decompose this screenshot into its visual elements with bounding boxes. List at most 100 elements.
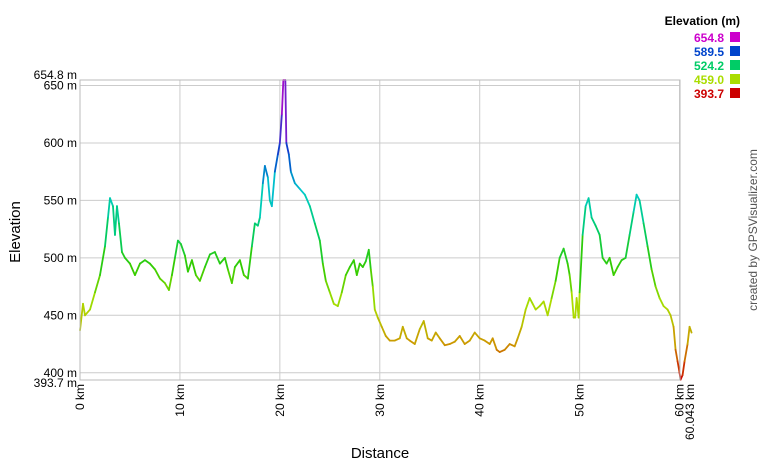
elevation-segment xyxy=(393,337,401,342)
legend-entry-label: 654.8 xyxy=(694,31,724,45)
x-tick-labels: 0 km 10 km 20 km 30 km 40 km 50 km 60 km60.043… xyxy=(73,384,697,440)
elevation-segment xyxy=(562,247,569,265)
elevation-segment xyxy=(468,331,476,342)
elevation-segment xyxy=(230,266,236,285)
plot-area xyxy=(79,79,693,381)
elevation-segment xyxy=(587,197,593,219)
elevation-segment xyxy=(683,343,689,363)
elevation-segment xyxy=(134,262,141,277)
elevation-segment xyxy=(688,325,693,334)
legend-entry-label: 459.0 xyxy=(694,73,724,87)
elevation-segment xyxy=(280,79,285,116)
elevation-segment xyxy=(184,254,189,273)
legend-swatch xyxy=(730,32,740,42)
elevation-segment xyxy=(676,360,681,374)
elevation-segment xyxy=(658,297,665,308)
elevation-segment xyxy=(261,165,266,185)
axes xyxy=(79,79,681,381)
elevation-segment xyxy=(438,337,446,347)
elevation-segment xyxy=(263,165,269,179)
elevation-segment xyxy=(144,259,151,265)
legend-swatch xyxy=(730,60,740,70)
elevation-segment xyxy=(174,239,179,259)
x-tick-label: 60 km xyxy=(673,384,687,417)
elevation-segment xyxy=(524,297,531,311)
elevation-segment xyxy=(273,153,279,173)
elevation-segment xyxy=(82,302,86,317)
elevation-segment xyxy=(369,268,374,288)
elevation-segment xyxy=(458,335,466,345)
elevation-segment xyxy=(107,197,111,219)
y-axis-title: Elevation xyxy=(7,201,24,263)
elevation-segment xyxy=(233,259,241,268)
elevation-segment xyxy=(154,268,161,280)
elevation-segment xyxy=(293,182,301,190)
elevation-segment xyxy=(398,325,404,340)
elevation-segment xyxy=(483,339,491,345)
legend-entry-label: 524.2 xyxy=(694,59,724,73)
elevation-segment xyxy=(638,199,645,225)
elevation-segment xyxy=(313,222,321,242)
elevation-segment xyxy=(129,262,136,277)
elevation-segment xyxy=(180,243,186,257)
elevation-segment xyxy=(413,328,421,345)
elevation-segment xyxy=(598,233,604,259)
elevation-segment xyxy=(635,193,641,202)
elevation-segment xyxy=(546,297,553,317)
elevation-segment xyxy=(287,153,292,173)
elevation-segment xyxy=(498,348,506,353)
elevation-segment xyxy=(118,222,123,254)
elevation-segment xyxy=(513,337,519,348)
elevation-segment xyxy=(159,277,166,285)
elevation-segment xyxy=(371,285,376,311)
x-axis-title: Distance xyxy=(351,445,409,460)
elevation-segment xyxy=(654,285,661,299)
elevation-segment xyxy=(542,300,549,317)
elevation-segment xyxy=(558,247,565,259)
credit-text: created by GPSVisualizer.com xyxy=(746,149,760,311)
elevation-segment xyxy=(303,193,311,208)
legend-swatch xyxy=(730,74,740,84)
y-extent-label: 654.8 m xyxy=(34,68,77,82)
elevation-segment xyxy=(285,142,290,156)
x-tick-label: 40 km xyxy=(473,384,487,417)
elevation-segment xyxy=(453,335,461,343)
y-tick-label: 600 m xyxy=(44,136,77,150)
elevation-series xyxy=(79,79,693,381)
elevation-segment xyxy=(632,193,638,213)
elevation-segment xyxy=(376,316,383,328)
elevation-segment xyxy=(89,291,96,311)
elevation-segment xyxy=(238,259,245,277)
elevation-segment xyxy=(171,256,176,277)
elevation-segment xyxy=(94,274,101,294)
elevation-segment xyxy=(223,256,229,271)
elevation-segment xyxy=(270,170,276,208)
elevation-segment xyxy=(578,233,584,294)
elevation-segment xyxy=(318,239,324,265)
y-tick-label: 400 m xyxy=(44,366,77,380)
elevation-segment xyxy=(516,325,523,340)
elevation-segment xyxy=(418,320,425,331)
elevation-segment xyxy=(149,262,156,271)
elevation-segment xyxy=(612,266,619,277)
elevation-segment xyxy=(213,251,221,265)
elevation-segment xyxy=(616,259,623,268)
elevation-segment xyxy=(650,268,657,288)
elevation-segment xyxy=(434,331,441,340)
grid-lines xyxy=(79,80,681,380)
elevation-segment xyxy=(550,279,557,299)
legend-entry-label: 393.7 xyxy=(694,87,724,101)
elevation-segment xyxy=(209,251,216,256)
elevation-segment xyxy=(352,259,358,277)
y-tick-label: 550 m xyxy=(44,193,77,207)
y-tick-label: 500 m xyxy=(44,251,77,265)
elevation-segment xyxy=(226,268,233,285)
elevation-segment xyxy=(520,308,527,328)
elevation-segment xyxy=(628,210,635,236)
elevation-segment xyxy=(246,245,253,280)
elevation-segment xyxy=(344,266,351,277)
elevation-segment xyxy=(278,113,283,144)
elevation-segment xyxy=(284,79,288,144)
elevation-segment xyxy=(646,245,653,271)
elevation-segment xyxy=(508,343,516,348)
